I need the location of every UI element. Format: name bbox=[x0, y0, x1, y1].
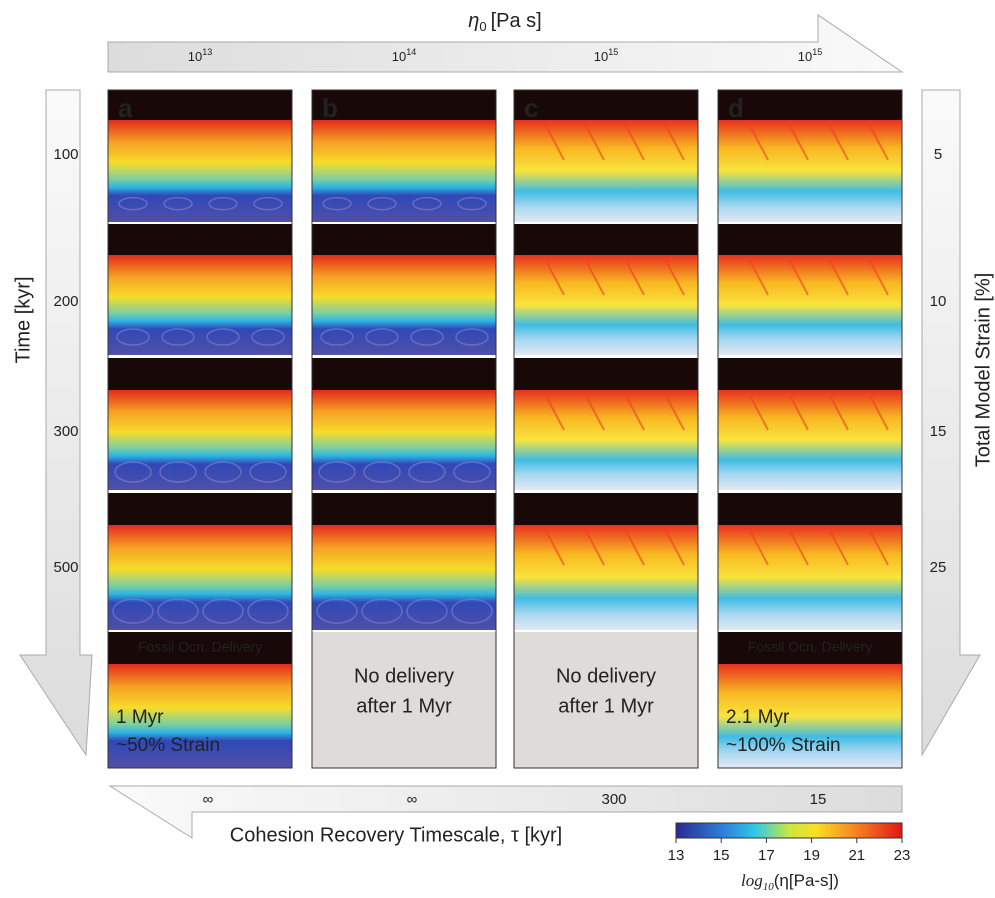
tau-label: ∞ bbox=[407, 791, 418, 808]
colorbar-tick-label: 13 bbox=[668, 847, 685, 864]
model-top bbox=[312, 358, 496, 392]
final-label: 2.1 Myr bbox=[726, 707, 790, 728]
bottom-axis-label: Cohesion Recovery Timescale, τ [kyr] bbox=[230, 824, 562, 846]
tau-label: 15 bbox=[810, 791, 827, 808]
model-top bbox=[108, 224, 292, 257]
model-image bbox=[108, 255, 292, 355]
strain-label: 25 bbox=[930, 559, 947, 576]
model-top bbox=[718, 224, 902, 257]
panel-letter: b bbox=[322, 93, 338, 123]
panel-letter: d bbox=[728, 93, 744, 123]
model-top bbox=[718, 358, 902, 392]
subscript: 10 bbox=[763, 881, 775, 893]
no-delivery-text: after 1 Myr bbox=[558, 695, 654, 717]
model-top bbox=[312, 90, 496, 122]
figure: η0 [Pa s] Time [kyr] Total Model Strain [… bbox=[0, 0, 995, 898]
panel-letter: a bbox=[118, 93, 133, 123]
model-top bbox=[108, 493, 292, 527]
exponent: 15 bbox=[608, 47, 618, 57]
model-image bbox=[108, 120, 292, 222]
model-top bbox=[514, 90, 698, 122]
strain-label: 10 bbox=[930, 293, 947, 310]
panel-letter: c bbox=[524, 93, 538, 123]
colorbar-tick-label: 21 bbox=[848, 847, 865, 864]
colorbar-tick-label: 23 bbox=[894, 847, 911, 864]
strain-label: 5 bbox=[934, 146, 942, 163]
time-label: 500 bbox=[53, 559, 78, 576]
unit: [Pa s] bbox=[491, 10, 542, 32]
strain-label: 15 bbox=[930, 423, 947, 440]
time-label: 100 bbox=[53, 146, 78, 163]
model-top bbox=[514, 224, 698, 257]
left-axis-label: Time [kyr] bbox=[12, 276, 34, 363]
exponent: 13 bbox=[202, 47, 212, 57]
subscript: 0 bbox=[479, 19, 486, 34]
model-top bbox=[108, 358, 292, 392]
tau-label: 300 bbox=[601, 791, 626, 808]
unit: (η[Pa-s]) bbox=[774, 871, 839, 890]
no-delivery-text: No delivery bbox=[556, 665, 656, 687]
top-axis-label: η0 [Pa s] bbox=[468, 10, 541, 34]
no-delivery-text: after 1 Myr bbox=[356, 695, 452, 717]
colorbar-tick-label: 19 bbox=[803, 847, 820, 864]
delivery-header-text: Fossil Ocn. Delivery bbox=[138, 639, 262, 655]
model-top bbox=[108, 90, 292, 122]
final-label: ~50% Strain bbox=[116, 735, 220, 756]
base: 10 bbox=[392, 49, 406, 64]
time-label: 200 bbox=[53, 293, 78, 310]
colorbar-label: log10(η[Pa-s]) bbox=[741, 871, 839, 893]
delivery-header-text: Fossil Ocn. Delivery bbox=[748, 639, 872, 655]
base: 10 bbox=[798, 49, 812, 64]
colorbar-tick-label: 15 bbox=[713, 847, 730, 864]
eta: η bbox=[468, 10, 479, 32]
colorbar-tick-label: 17 bbox=[758, 847, 775, 864]
model-image bbox=[312, 120, 496, 222]
final-label: 1 Myr bbox=[116, 707, 164, 728]
no-delivery-text: No delivery bbox=[354, 665, 454, 687]
base: 10 bbox=[594, 49, 608, 64]
model-image bbox=[312, 390, 496, 490]
model-image bbox=[312, 525, 496, 630]
base: 10 bbox=[188, 49, 202, 64]
model-image bbox=[108, 525, 292, 630]
right-axis-label: Total Model Strain [%] bbox=[972, 273, 994, 468]
exponent: 15 bbox=[812, 47, 822, 57]
tau-label: ∞ bbox=[203, 791, 214, 808]
final-label: ~100% Strain bbox=[726, 735, 841, 756]
log: log bbox=[741, 871, 763, 890]
exponent: 14 bbox=[406, 47, 416, 57]
model-image bbox=[108, 390, 292, 490]
model-top bbox=[718, 493, 902, 527]
model-top bbox=[718, 90, 902, 122]
model-image bbox=[312, 255, 496, 355]
model-top bbox=[514, 493, 698, 527]
model-top bbox=[312, 493, 496, 527]
colorbar bbox=[676, 823, 902, 838]
model-top bbox=[514, 358, 698, 392]
time-label: 300 bbox=[53, 423, 78, 440]
page: η0 [Pa s] Time [kyr] Total Model Strain [… bbox=[0, 0, 995, 898]
model-top bbox=[312, 224, 496, 257]
